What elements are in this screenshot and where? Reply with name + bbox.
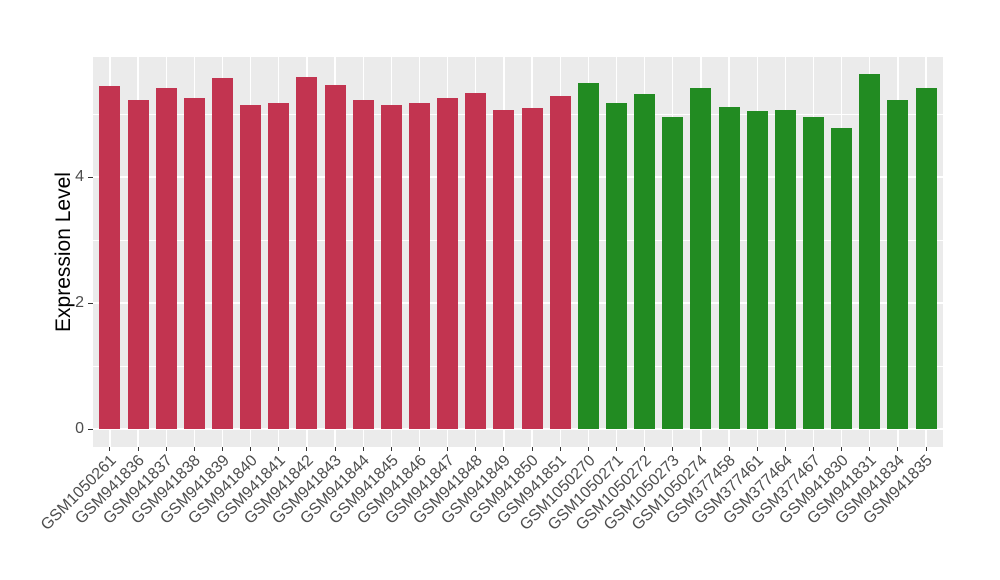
bar-GSM1050273: [662, 116, 684, 429]
bar-GSM941844: [352, 99, 374, 429]
bar-GSM377461: [746, 110, 768, 429]
x-tick-mark: [306, 447, 308, 451]
bar-GSM941839: [211, 78, 233, 429]
bar-GSM941846: [408, 102, 430, 429]
bar-GSM941836: [127, 99, 149, 429]
bar-GSM941830: [831, 127, 853, 429]
bar-GSM941834: [887, 99, 909, 429]
horizontal-gridline: [93, 428, 943, 430]
horizontal-gridline: [93, 365, 943, 367]
y-tick-label: 2: [75, 294, 84, 311]
x-tick-mark: [193, 447, 195, 451]
x-tick-mark: [587, 447, 589, 451]
x-tick-mark: [390, 447, 392, 451]
x-tick-mark: [616, 447, 617, 451]
horizontal-gridline: [93, 113, 943, 115]
x-tick-mark: [869, 447, 871, 451]
x-tick-mark: [447, 447, 449, 451]
x-tick-mark: [672, 447, 674, 451]
bar-GSM1050261: [99, 85, 121, 429]
x-tick-mark: [418, 447, 420, 451]
x-tick-mark: [362, 447, 364, 451]
x-tick-mark: [813, 447, 815, 451]
x-tick-mark: [756, 447, 758, 451]
bar-GSM1050274: [690, 88, 712, 429]
x-tick-mark: [728, 447, 730, 451]
x-tick-mark: [700, 447, 702, 451]
bar-GSM941838: [183, 98, 205, 429]
x-tick-mark: [925, 447, 927, 451]
x-tick-mark: [559, 447, 561, 451]
x-tick-mark: [334, 447, 336, 451]
bar-GSM1050272: [634, 94, 656, 429]
bar-GSM377467: [803, 116, 825, 429]
bar-GSM941850: [521, 107, 543, 429]
horizontal-gridline: [93, 302, 943, 304]
x-tick-mark: [475, 447, 477, 451]
x-tick-mark: [137, 447, 139, 451]
bar-GSM941841: [268, 102, 290, 429]
bar-GSM941842: [296, 76, 318, 429]
bar-GSM377464: [774, 110, 796, 429]
x-tick-mark: [165, 447, 167, 451]
bar-GSM941845: [380, 105, 402, 429]
bar-GSM377458: [718, 107, 740, 429]
y-tick-mark: [88, 428, 93, 430]
bar-GSM941831: [859, 74, 881, 429]
y-tick-label: 4: [75, 168, 84, 185]
x-tick-mark: [278, 447, 280, 451]
bar-GSM1050271: [606, 103, 627, 429]
bar-GSM941840: [240, 105, 262, 429]
x-tick-mark: [221, 447, 223, 451]
bar-GSM941843: [324, 85, 346, 429]
x-tick-mark: [644, 447, 646, 451]
bar-GSM941851: [549, 96, 571, 429]
y-tick-mark: [88, 302, 93, 304]
y-tick-label: 0: [75, 420, 84, 437]
bar-GSM941848: [465, 93, 487, 429]
horizontal-gridline: [93, 176, 943, 178]
y-axis-title: Expression Level: [52, 172, 75, 332]
bar-GSM941849: [493, 110, 515, 429]
x-tick-mark: [503, 447, 505, 451]
bar-GSM1050270: [577, 82, 599, 429]
bar-GSM941837: [155, 87, 177, 429]
x-tick-mark: [531, 447, 533, 451]
bar-GSM941835: [915, 88, 937, 429]
x-tick-mark: [109, 447, 111, 451]
x-tick-mark: [897, 447, 899, 451]
x-tick-mark: [841, 447, 843, 451]
bar-GSM941847: [437, 98, 459, 429]
x-tick-mark: [250, 447, 252, 451]
x-tick-mark: [784, 447, 786, 451]
y-tick-mark: [88, 176, 93, 178]
plot-panel: [93, 57, 943, 447]
horizontal-gridline: [93, 239, 943, 241]
